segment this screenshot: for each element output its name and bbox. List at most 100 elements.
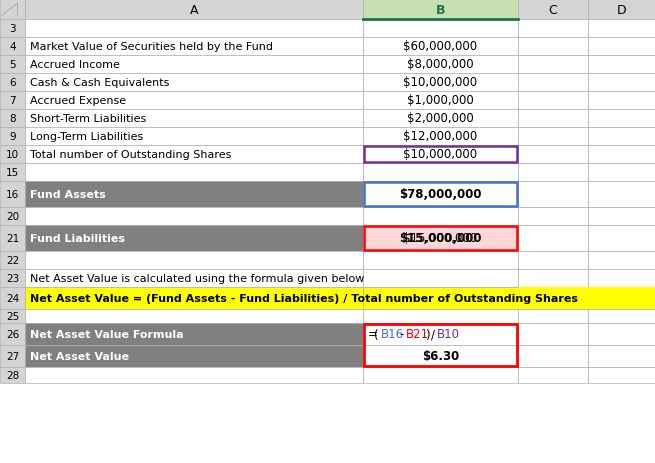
- Bar: [0, 225, 25, 251]
- Bar: [363, 251, 518, 269]
- Text: Market Value of Securities held by the Fund: Market Value of Securities held by the F…: [30, 42, 273, 52]
- Bar: [588, 146, 655, 163]
- Text: 8: 8: [9, 114, 16, 124]
- Bar: [363, 225, 518, 251]
- Bar: [0, 323, 25, 345]
- Bar: [0, 92, 25, 110]
- Bar: [518, 251, 588, 269]
- Bar: [363, 110, 518, 128]
- Text: B10: B10: [438, 328, 460, 341]
- Bar: [0, 20, 25, 38]
- Text: $10,000,000: $10,000,000: [403, 76, 477, 89]
- Bar: [0, 269, 25, 288]
- Bar: [363, 323, 518, 345]
- Text: Net Asset Value Formula: Net Asset Value Formula: [30, 329, 183, 339]
- Bar: [363, 0, 518, 20]
- Text: Short-Term Liabilities: Short-Term Liabilities: [30, 114, 146, 124]
- Bar: [363, 225, 518, 251]
- Text: $6.30: $6.30: [422, 350, 459, 363]
- Bar: [25, 146, 363, 163]
- Text: $2,000,000: $2,000,000: [407, 112, 474, 125]
- Text: C: C: [549, 4, 557, 17]
- Bar: [0, 367, 25, 383]
- Bar: [364, 324, 517, 366]
- Text: 20: 20: [6, 212, 19, 221]
- Bar: [588, 92, 655, 110]
- Text: 4: 4: [9, 42, 16, 52]
- Bar: [25, 367, 363, 383]
- Text: $15,000,000: $15,000,000: [403, 232, 477, 245]
- Bar: [0, 110, 25, 128]
- Bar: [0, 251, 25, 269]
- Bar: [588, 181, 655, 207]
- Text: $78,000,000: $78,000,000: [400, 188, 481, 201]
- Bar: [363, 56, 518, 74]
- Bar: [588, 323, 655, 345]
- Bar: [363, 74, 518, 92]
- Bar: [363, 288, 518, 309]
- Text: 23: 23: [6, 274, 19, 283]
- Bar: [363, 367, 518, 383]
- Bar: [588, 0, 655, 20]
- Bar: [588, 128, 655, 146]
- Text: 24: 24: [6, 294, 19, 303]
- Text: Fund Assets: Fund Assets: [30, 189, 105, 200]
- Text: 15: 15: [6, 168, 19, 178]
- Bar: [25, 20, 363, 38]
- Bar: [588, 269, 655, 288]
- Bar: [0, 56, 25, 74]
- Bar: [518, 163, 588, 181]
- Bar: [0, 146, 25, 163]
- Text: 9: 9: [9, 131, 16, 142]
- Bar: [25, 0, 363, 20]
- Text: Fund Liabilities: Fund Liabilities: [30, 233, 125, 244]
- Text: A: A: [190, 4, 198, 17]
- Bar: [25, 207, 363, 225]
- Bar: [25, 269, 363, 288]
- Text: 28: 28: [6, 370, 19, 380]
- Bar: [518, 56, 588, 74]
- Text: Net Asset Value: Net Asset Value: [30, 351, 129, 361]
- Bar: [518, 288, 588, 309]
- Bar: [363, 146, 518, 163]
- Bar: [588, 163, 655, 181]
- Text: B16: B16: [381, 328, 403, 341]
- Bar: [25, 345, 363, 367]
- Text: D: D: [617, 4, 626, 17]
- Bar: [518, 38, 588, 56]
- Bar: [363, 38, 518, 56]
- Bar: [0, 288, 25, 309]
- Bar: [588, 74, 655, 92]
- Text: Long-Term Liabilities: Long-Term Liabilities: [30, 131, 143, 142]
- Bar: [0, 74, 25, 92]
- Bar: [0, 0, 25, 20]
- Text: /: /: [431, 328, 435, 341]
- Text: 25: 25: [6, 311, 19, 321]
- Text: 3: 3: [9, 24, 16, 34]
- Text: Accrued Income: Accrued Income: [30, 60, 120, 70]
- Bar: [588, 251, 655, 269]
- Text: Total number of Outstanding Shares: Total number of Outstanding Shares: [30, 150, 231, 160]
- Bar: [588, 309, 655, 323]
- Bar: [25, 128, 363, 146]
- Bar: [25, 181, 363, 207]
- Text: 21: 21: [6, 233, 19, 244]
- Text: $8,000,000: $8,000,000: [407, 58, 474, 71]
- Bar: [518, 110, 588, 128]
- Text: 16: 16: [6, 189, 19, 200]
- Bar: [518, 92, 588, 110]
- Bar: [518, 367, 588, 383]
- Bar: [25, 323, 363, 345]
- Bar: [518, 323, 588, 345]
- Text: -: -: [400, 328, 404, 341]
- Text: Cash & Cash Equivalents: Cash & Cash Equivalents: [30, 78, 170, 88]
- Text: 10: 10: [6, 150, 19, 160]
- Text: 5: 5: [9, 60, 16, 70]
- Bar: [518, 146, 588, 163]
- Bar: [588, 38, 655, 56]
- Bar: [588, 207, 655, 225]
- Bar: [363, 207, 518, 225]
- Bar: [25, 110, 363, 128]
- Bar: [363, 345, 518, 367]
- Bar: [518, 288, 655, 309]
